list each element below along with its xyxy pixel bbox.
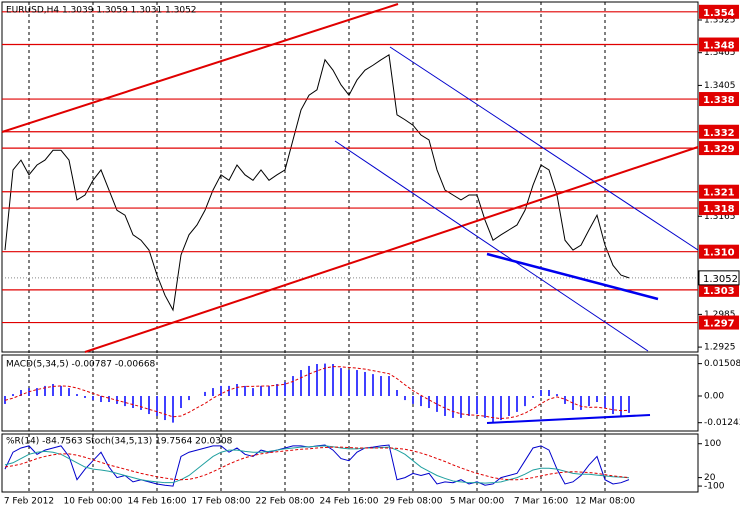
level-label: 1.354 <box>703 8 735 19</box>
y-tick-label: 1.3165 <box>704 212 736 222</box>
channel-line <box>334 140 649 352</box>
level-label-box <box>699 141 739 156</box>
level-label: 1.329 <box>703 144 735 155</box>
y-tick-label: 1.2925 <box>704 343 736 353</box>
level-label: 1.297 <box>703 319 735 330</box>
level-label-box <box>699 282 739 297</box>
support-line <box>486 252 659 301</box>
y-tick-label: 0.00 <box>704 392 724 402</box>
x-tick-label: 22 Feb 08:00 <box>255 497 314 507</box>
oscillator-panel <box>1 433 699 493</box>
price-panel <box>1 1 699 353</box>
level-label: 1.318 <box>703 204 735 215</box>
x-tick-label: 17 Feb 08:00 <box>191 497 250 507</box>
trend-line <box>1 3 399 133</box>
x-tick-label: 5 Mar 00:00 <box>450 497 505 507</box>
trend-line <box>84 146 699 353</box>
level-label: 1.348 <box>703 41 735 52</box>
x-tick-label: 7 Mar 16:00 <box>514 497 569 507</box>
level-label: 1.321 <box>703 188 735 199</box>
level-label-box <box>699 244 739 259</box>
y-tick-label: 0.01508 <box>704 359 740 369</box>
y-tick-label: 100 <box>704 439 721 449</box>
y-tick-label: 1.3405 <box>704 81 736 91</box>
chart-title: EURUSD,H4 1.3039 1.3059 1.3031 1.3052 <box>6 6 197 16</box>
x-tick-label: 14 Feb 16:00 <box>127 497 186 507</box>
y-tick-label: 1.2985 <box>704 310 736 320</box>
y-tick-label: 1.3525 <box>704 15 736 25</box>
x-tick-label: 29 Feb 08:00 <box>383 497 442 507</box>
y-tick-label: 1.3465 <box>704 48 736 58</box>
y-tick-label: 20 <box>704 473 716 483</box>
series-line <box>4 445 630 484</box>
level-label: 1.338 <box>703 95 735 106</box>
x-tick-label: 7 Feb 2012 <box>4 497 54 507</box>
label-layer: 1.3525 1.3465 1.3405 1.3165 1.2985 1.2925 1.35… <box>4 4 740 507</box>
series-line <box>4 54 630 312</box>
indicator-title: MACD(5,34,5) -0.00787 -0.00668 <box>6 360 156 370</box>
level-label-box <box>699 124 739 139</box>
level-label-box <box>699 37 739 52</box>
level-label-box <box>699 315 739 330</box>
level-label: 1.332 <box>703 128 735 139</box>
y-tick-label: -0.01243 <box>704 418 740 428</box>
last-price-label: 1.3052 <box>703 274 738 285</box>
indicator-title: %R(14) -84.7563 Stoch(34,5,13) 19.7564 2… <box>6 437 233 447</box>
y-tick-label: -100 <box>704 482 725 492</box>
level-label-box <box>699 184 739 199</box>
x-tick-label: 24 Feb 16:00 <box>319 497 378 507</box>
macd-panel <box>1 354 699 432</box>
plot-layer <box>2 11 698 487</box>
level-label: 1.310 <box>703 248 735 259</box>
x-tick-label: 10 Feb 00:00 <box>63 497 122 507</box>
level-label-box <box>699 4 739 19</box>
last-price-box <box>698 270 740 286</box>
level-label-box <box>699 201 739 216</box>
series-line <box>4 446 630 481</box>
level-label: 1.303 <box>703 286 735 297</box>
x-tick-label: 12 Mar 08:00 <box>575 497 635 507</box>
level-label-box <box>699 92 739 107</box>
macd-trend-line <box>486 414 651 424</box>
channel-line <box>389 46 699 251</box>
series-line <box>4 366 630 420</box>
